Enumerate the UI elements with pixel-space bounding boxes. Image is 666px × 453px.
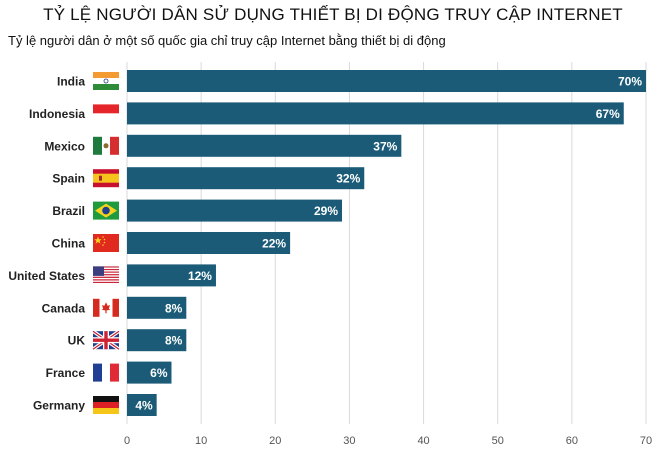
chart-subtitle: Tỷ lệ người dân ở một số quốc gia chỉ tr…: [8, 33, 446, 48]
brazil-flag-icon: [93, 201, 119, 220]
category-label: France: [46, 366, 86, 380]
bar: [127, 102, 624, 125]
x-tick-label: 10: [195, 435, 207, 447]
united-states-flag-icon: [93, 266, 119, 285]
germany-flag-icon: [93, 396, 119, 414]
bar: [127, 296, 187, 319]
x-tick-label: 30: [343, 435, 355, 447]
india-flag-icon: [93, 72, 119, 90]
bar: [127, 394, 157, 416]
data-label: 12%: [188, 269, 212, 283]
x-tick-label: 50: [492, 435, 504, 447]
bar: [127, 199, 343, 222]
category-label: Brazil: [52, 204, 85, 218]
chart-title: TỶ LỆ NGƯỜI DÂN SỬ DỤNG THIẾT BỊ DI ĐỘNG…: [43, 5, 623, 24]
bar: [127, 70, 646, 92]
category-label: Germany: [33, 399, 85, 413]
category-label: UK: [68, 334, 86, 348]
x-tick-label: 60: [566, 435, 578, 447]
bar: [127, 134, 402, 157]
data-label: 8%: [165, 334, 183, 348]
bar: [127, 232, 291, 254]
category-label: India: [57, 75, 85, 89]
x-axis-ticks: 0 10 20 30 40 50 60 70: [124, 435, 652, 447]
data-label: 29%: [314, 204, 338, 218]
category-label: China: [52, 237, 86, 251]
data-label: 6%: [150, 366, 168, 380]
data-label: 70%: [618, 75, 642, 89]
bar: [127, 361, 172, 384]
data-label: 22%: [262, 237, 286, 251]
category-labels: India Indonesia Mexico Spain Brazil China Unit…: [8, 75, 85, 413]
flags-layer: [91, 72, 121, 414]
indonesia-flag-icon: [93, 104, 119, 123]
data-label: 32%: [336, 172, 360, 186]
category-label: United States: [8, 269, 85, 283]
data-label: 37%: [373, 139, 397, 153]
x-tick-label: 40: [417, 435, 429, 447]
bars-layer: 70% 67% 37% 32% 29% 22% 12% 8% 8% 6% 4%: [127, 70, 646, 416]
data-label: 67%: [596, 107, 620, 121]
data-label: 8%: [165, 301, 183, 315]
category-label: Spain: [52, 172, 85, 186]
x-tick-label: 70: [640, 435, 652, 447]
category-label: Canada: [42, 301, 86, 315]
x-tick-label: 20: [269, 435, 281, 447]
category-label: Mexico: [44, 139, 85, 153]
data-label: 4%: [135, 399, 153, 413]
bar: [127, 329, 187, 352]
x-tick-label: 0: [124, 435, 130, 447]
uk-flag-icon: [91, 329, 121, 351]
bar: [127, 264, 216, 287]
mexico-flag-icon: [93, 136, 119, 155]
france-flag-icon: [93, 363, 119, 382]
category-label: Indonesia: [29, 107, 85, 121]
canada-flag-icon: [93, 298, 119, 317]
bar: [127, 167, 365, 190]
spain-flag-icon: [93, 169, 119, 188]
china-flag-icon: [93, 234, 119, 252]
